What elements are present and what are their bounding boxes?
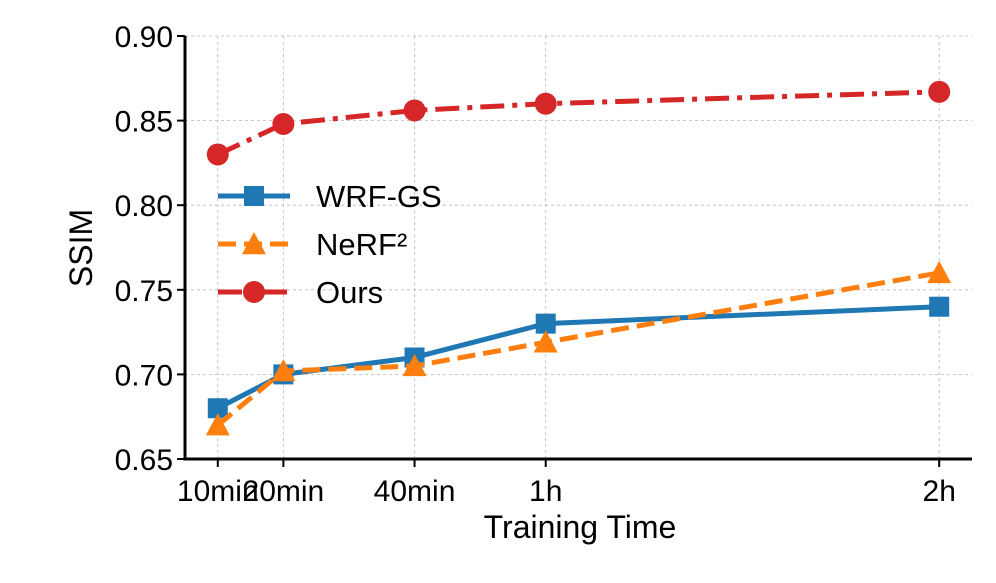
y-tick-label: 0.75 xyxy=(115,275,173,308)
data-point-nerf xyxy=(927,260,952,284)
x-axis-label: Training Time xyxy=(484,509,677,545)
y-tick-label: 0.90 xyxy=(115,21,173,54)
axes xyxy=(183,36,972,461)
data-point-ours xyxy=(272,112,295,135)
data-point-ours xyxy=(534,92,557,115)
y-tick-label: 0.85 xyxy=(115,106,173,139)
data-point-wrf-gs xyxy=(535,313,556,334)
legend-marker-ours xyxy=(243,281,265,303)
series-wrf-gs xyxy=(207,296,950,419)
x-tick-label: 2h xyxy=(923,475,956,508)
data-point-nerf xyxy=(402,353,427,377)
legend-marker-nerf xyxy=(242,232,266,255)
data-point-nerf xyxy=(533,330,558,353)
series-layer xyxy=(205,80,952,436)
data-point-nerf xyxy=(271,359,296,382)
legend: WRF-GS NeRF² Ours xyxy=(218,179,442,310)
legend-label-wrf-gs: WRF-GS xyxy=(316,179,442,214)
data-point-ours xyxy=(403,99,426,122)
series-line-wrf-gs xyxy=(216,304,940,411)
x-tick-label: 1h xyxy=(529,475,562,508)
y-ticks: 0.65 0.70 0.75 0.80 0.85 0.90 xyxy=(115,21,185,477)
series-ours xyxy=(206,80,951,166)
legend-label-ours: Ours xyxy=(316,275,383,310)
series-nerf xyxy=(205,260,952,436)
series-line-ours xyxy=(216,89,940,157)
legend-marker-wrf-gs xyxy=(244,186,264,206)
y-tick-label: 0.70 xyxy=(115,359,173,392)
data-point-wrf-gs xyxy=(207,398,228,419)
data-point-wrf-gs xyxy=(929,296,950,317)
data-point-ours xyxy=(928,80,951,103)
y-tick-label: 0.80 xyxy=(115,190,173,223)
x-tick-label: 40min xyxy=(374,475,456,508)
y-axis-label: SSIM xyxy=(63,209,99,287)
data-point-nerf xyxy=(205,413,230,436)
y-tick-label: 0.65 xyxy=(115,444,173,477)
legend-label-nerf: NeRF² xyxy=(316,227,407,262)
x-tick-label: 20min xyxy=(243,475,325,508)
grid-lines xyxy=(185,35,972,460)
x-tick-label: 10min xyxy=(177,475,259,508)
data-point-ours xyxy=(206,143,229,166)
